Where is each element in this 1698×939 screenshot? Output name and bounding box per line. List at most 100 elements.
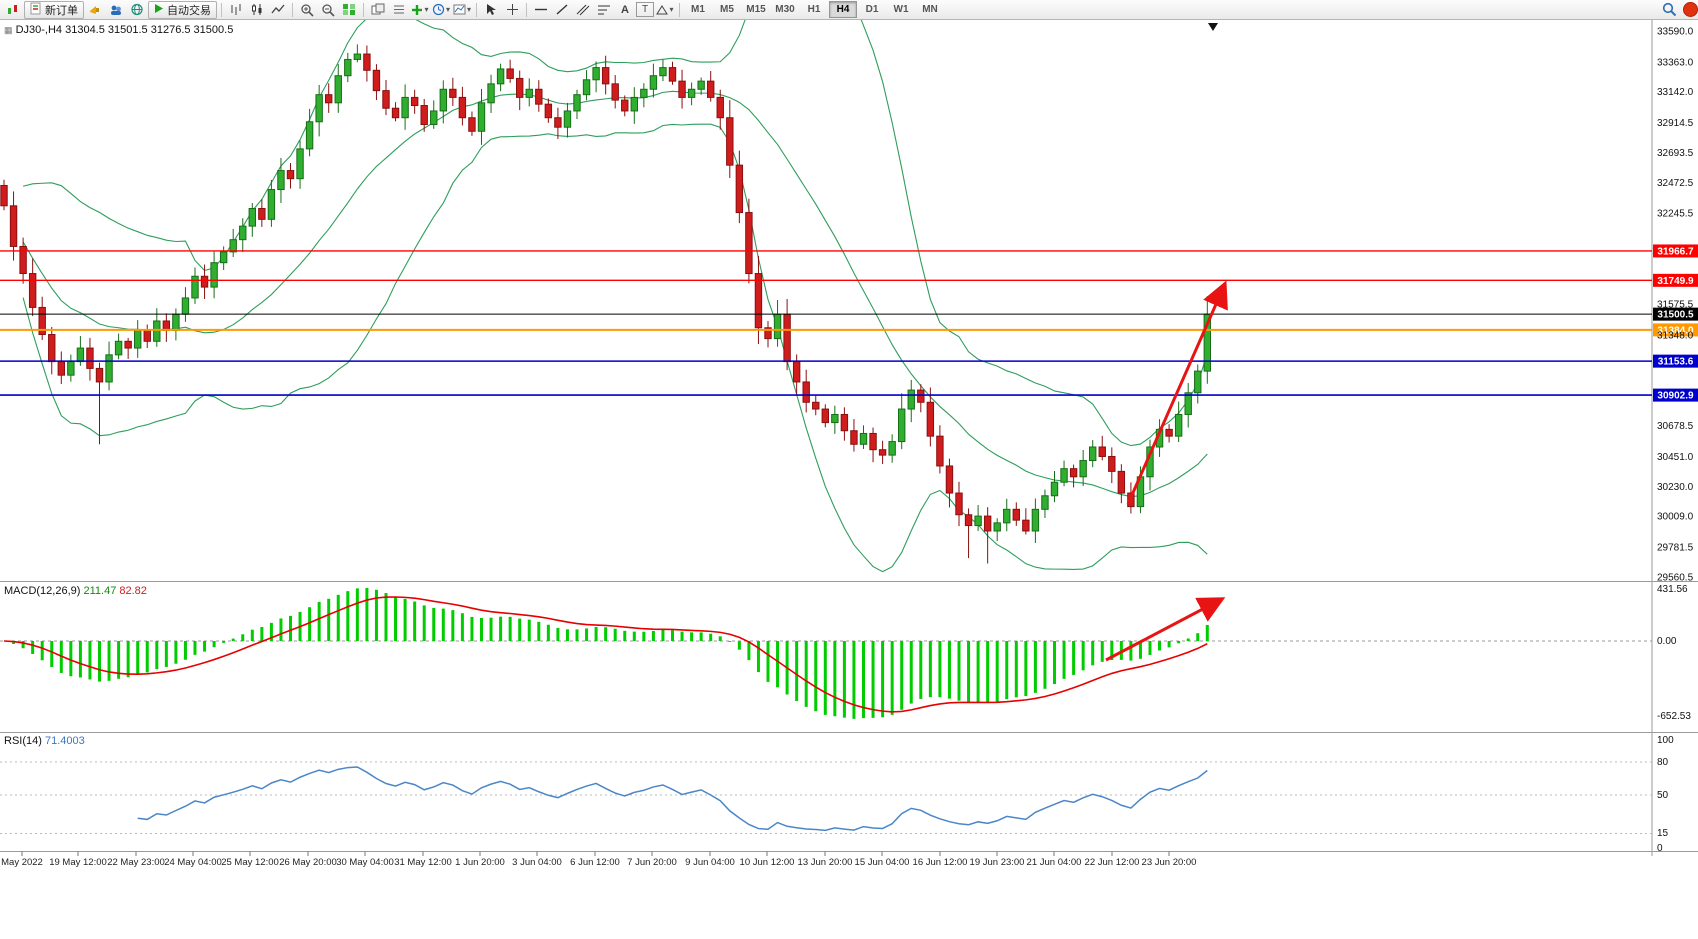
timeframe-mn[interactable]: MN	[922, 4, 938, 15]
candle-body	[401, 96, 409, 119]
candle-body	[239, 225, 247, 241]
period-clock-icon[interactable]: ▾	[431, 2, 451, 18]
channel-tool-icon[interactable]	[573, 2, 593, 18]
notification-icon[interactable]	[1683, 2, 1698, 17]
chart-shift-marker[interactable]	[1208, 23, 1218, 31]
window-list-icon[interactable]	[389, 2, 409, 18]
add-indicator-icon[interactable]: ▾	[410, 2, 430, 18]
time-tick-label: 21 Jun 04:00	[1027, 857, 1082, 868]
price-badge-label: 31749.9	[1657, 276, 1694, 287]
new-order-button[interactable]: 新订单	[24, 0, 84, 19]
candle-body	[707, 80, 715, 98]
text-tool-button[interactable]: A	[621, 3, 629, 16]
price-tick-label: 30678.5	[1657, 421, 1694, 432]
rsi-axis-label: 50	[1657, 790, 1669, 801]
auto-trading-button[interactable]: 自动交易	[148, 0, 217, 19]
market-icon[interactable]	[127, 2, 147, 18]
candle-body	[869, 432, 877, 451]
macd-axis-label: -652.53	[1657, 711, 1691, 722]
candle-body	[382, 90, 390, 109]
candle-body	[191, 275, 199, 299]
candle-body	[1194, 370, 1202, 394]
crosshair-icon[interactable]	[502, 2, 522, 18]
timeframe-m15[interactable]: M15	[746, 4, 766, 15]
tile-windows-icon[interactable]	[339, 2, 359, 18]
line-chart-icon[interactable]	[268, 2, 288, 18]
candlestick-icon[interactable]	[247, 2, 267, 18]
chart-symbol-info: ▦ DJ30-,H4 31304.5 31501.5 31276.5 31500…	[4, 24, 233, 36]
trend-arrow[interactable]	[1126, 280, 1228, 505]
toolbar-separator	[363, 2, 364, 17]
rsi-axis-label: 0	[1657, 843, 1663, 854]
cursor-icon[interactable]	[481, 2, 501, 18]
bollinger-middle	[22, 90, 1208, 498]
candle-body	[353, 53, 362, 60]
timeframe-h1[interactable]: H1	[807, 4, 821, 15]
candle-body	[9, 205, 18, 247]
candle-body	[535, 88, 543, 105]
time-tick-label: 3 Jun 04:00	[512, 857, 562, 868]
candle-body	[458, 96, 467, 119]
candlestick-series	[0, 44, 1211, 564]
fibonacci-tool-icon[interactable]	[594, 2, 614, 18]
candle-body	[344, 58, 352, 77]
time-tick-label: 19 May 12:00	[49, 857, 107, 868]
price-axis-labels: 33590.0 33363.0 33142.0 32914.5 32693.5 32472…	[1657, 27, 1694, 855]
timeframe-h4[interactable]: H4	[829, 1, 857, 18]
price-tick-label: 32472.5	[1657, 178, 1694, 189]
candle-body	[687, 88, 696, 98]
candle-body	[840, 413, 849, 432]
candle-body	[67, 361, 75, 376]
zoom-in-icon[interactable]	[297, 2, 317, 18]
candle-body	[124, 340, 132, 349]
chart-window-icon[interactable]	[3, 2, 23, 18]
alerts-icon[interactable]	[85, 2, 105, 18]
chart-canvas[interactable]: 31966.7 31749.9 31500.5 31384.0 31153.6 30902…	[0, 20, 1698, 939]
label-tool-button[interactable]: T	[636, 2, 654, 17]
candle-body	[200, 275, 209, 288]
timeframe-m5[interactable]: M5	[720, 4, 734, 15]
candle-body	[525, 88, 533, 98]
trend-arrow[interactable]	[1105, 597, 1226, 662]
candle-body	[792, 361, 801, 383]
template-icon[interactable]: ▾	[452, 2, 472, 18]
price-badge	[1653, 244, 1698, 258]
candle-body	[506, 68, 514, 79]
experts-icon[interactable]	[106, 2, 126, 18]
time-tick-label: 24 May 04:00	[164, 857, 222, 868]
candle-body	[592, 67, 600, 81]
price-badge-label: 31500.5	[1657, 310, 1694, 321]
candle-body	[754, 273, 763, 329]
time-tick-label: 22 Jun 12:00	[1085, 857, 1140, 868]
trendline-tool-icon[interactable]	[552, 2, 572, 18]
candle-body	[802, 381, 810, 403]
timeframe-m30[interactable]: M30	[775, 4, 795, 15]
candle-body	[735, 164, 744, 214]
candle-body	[19, 245, 27, 275]
chevron-down-icon: ▾	[669, 5, 674, 14]
horizontal-line-tool-icon[interactable]	[531, 2, 551, 18]
candle-body	[420, 105, 428, 125]
macd-name: MACD(12,26,9)	[4, 585, 81, 597]
candle-body	[1117, 470, 1126, 494]
zoom-out-icon[interactable]	[318, 2, 338, 18]
candle-body	[1098, 446, 1106, 457]
shapes-tool-icon[interactable]: ▾	[655, 2, 675, 18]
arrange-windows-icon[interactable]	[368, 2, 388, 18]
timeframe-d1[interactable]: D1	[865, 4, 879, 15]
candle-body	[582, 79, 591, 96]
search-icon[interactable]	[1659, 2, 1679, 18]
rsi-axis-label: 80	[1657, 757, 1669, 768]
timeframe-m1[interactable]: M1	[691, 4, 705, 15]
time-tick-label: 16 Jun 12:00	[913, 857, 968, 868]
candle-body	[745, 212, 753, 275]
candle-body	[363, 53, 371, 71]
candle-body	[888, 441, 896, 456]
candle-body	[783, 313, 791, 363]
bar-chart-icon[interactable]	[226, 2, 246, 18]
candle-body	[76, 347, 85, 363]
timeframe-w1[interactable]: W1	[893, 4, 909, 15]
candle-body	[1041, 495, 1049, 510]
price-badge-label: 31153.6	[1658, 357, 1694, 368]
candle-body	[678, 80, 686, 98]
